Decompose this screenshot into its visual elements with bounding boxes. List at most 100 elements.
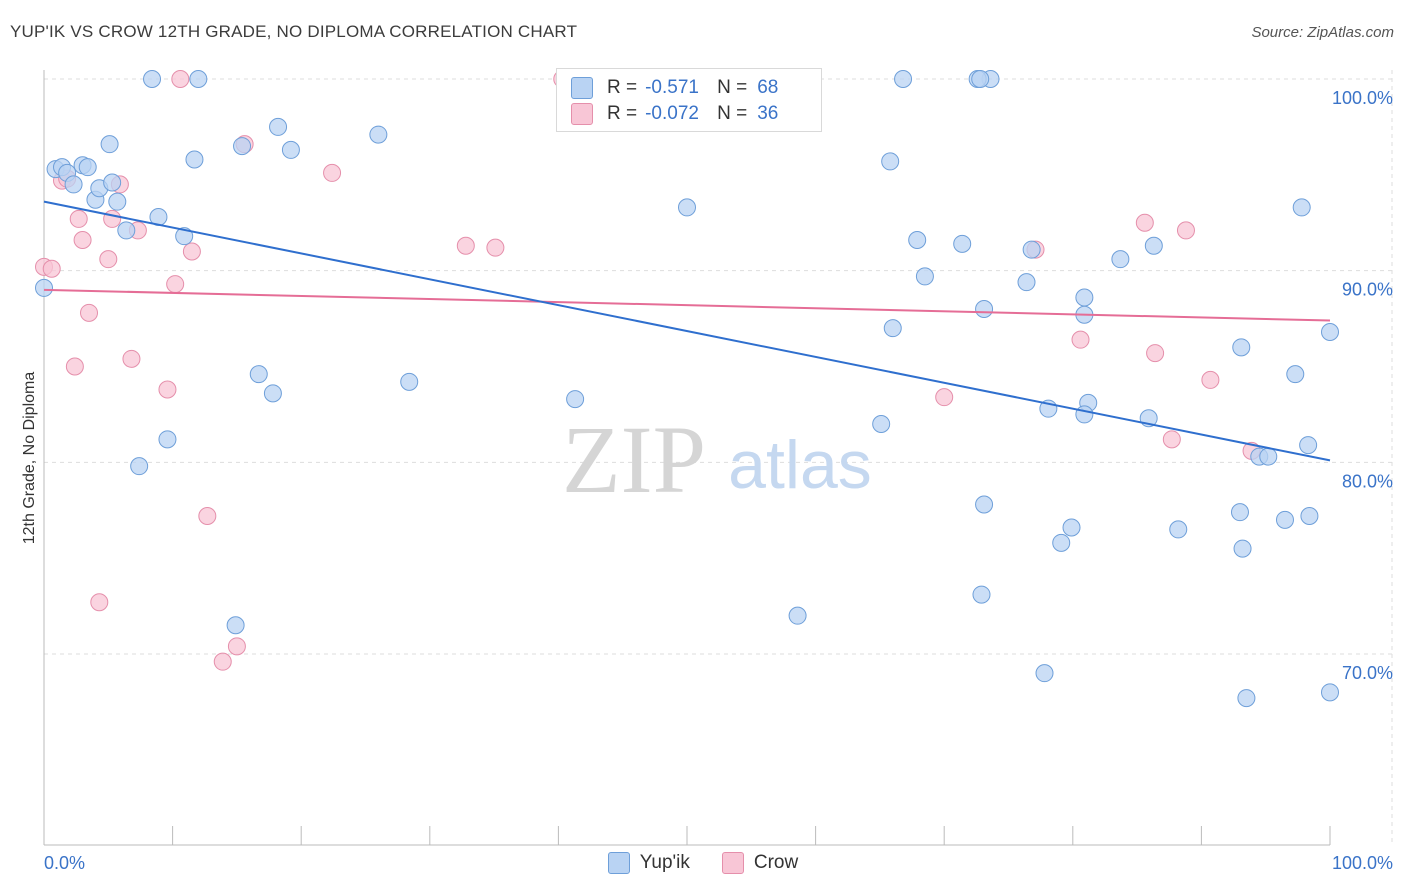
yupik-point <box>1052 533 1071 552</box>
legend-row-crow: R = -0.072 N = 36 <box>571 101 778 127</box>
yupik-point <box>883 319 902 338</box>
crow-point <box>166 275 185 294</box>
crow-legend-swatch <box>721 852 744 874</box>
stats-legend: R = -0.571 N = 68 R = -0.072 N = 36 <box>556 68 822 132</box>
yupik-point <box>78 158 97 177</box>
crow-point <box>456 236 475 255</box>
crow-point <box>103 209 122 228</box>
yupik-point <box>158 430 177 449</box>
crow-point <box>935 388 954 407</box>
r-label: R = <box>607 77 638 98</box>
yupik-point <box>369 125 388 144</box>
yupik-r-value: -0.571 <box>645 77 699 98</box>
crow-point <box>1162 430 1181 449</box>
yupik-point <box>1144 236 1163 255</box>
yupik-point <box>1169 520 1188 539</box>
yupik-point <box>566 390 585 409</box>
yupik-point <box>1321 323 1339 341</box>
crow-point <box>1135 213 1154 232</box>
yupik-point <box>1275 510 1294 529</box>
y-tick-label: 90.0% <box>1342 280 1393 300</box>
crow-point <box>486 238 505 257</box>
yupik-point <box>281 140 300 159</box>
legend-item-crow[interactable]: Crow <box>721 852 798 874</box>
yupik-point <box>189 70 208 88</box>
yupik-point <box>881 152 900 171</box>
yupik-point <box>1230 503 1249 522</box>
yupik-point <box>1111 250 1130 269</box>
crow-point <box>158 380 177 399</box>
yupik-point <box>185 150 204 169</box>
yupik-n-value: 68 <box>757 77 779 98</box>
yupik-legend-swatch <box>607 852 630 874</box>
y-tick-label: 100.0% <box>1332 88 1393 108</box>
crow-point <box>80 303 99 322</box>
yupik-point <box>915 267 934 286</box>
watermark-atlas: atlas <box>728 427 872 503</box>
n-label: N = <box>717 103 748 124</box>
yupik-point <box>175 227 194 246</box>
yupik-point <box>1233 539 1252 558</box>
crow-point <box>42 259 61 278</box>
crow-point <box>1176 221 1195 240</box>
legend-item-yupik[interactable]: Yup'ik <box>607 852 690 874</box>
yupik-point <box>233 137 252 156</box>
yupik-point <box>894 70 913 88</box>
watermark-zip: ZIP <box>562 406 706 513</box>
yupik-point <box>1075 405 1094 424</box>
yupik-point <box>108 192 127 211</box>
crow-point <box>73 231 92 249</box>
x-tick-label: 100.0% <box>1332 853 1393 873</box>
yupik-point <box>975 495 994 514</box>
yupik-point <box>1232 338 1251 357</box>
yupik-point <box>117 221 136 240</box>
crow-point <box>171 70 190 88</box>
crow-series <box>35 70 1261 671</box>
x-tick-label: 0.0% <box>44 853 85 873</box>
yupik-point <box>103 173 122 192</box>
yupik-point <box>975 300 994 318</box>
crow-trend-line <box>43 288 1331 322</box>
grid <box>44 70 1393 845</box>
crow-point <box>227 637 246 656</box>
yupik-point <box>788 606 807 625</box>
crow-n-value: 36 <box>757 103 779 124</box>
chart-source: Source: ZipAtlas.com <box>1251 24 1394 41</box>
yupik-point <box>1237 689 1256 708</box>
crow-point <box>1201 370 1220 389</box>
y-tick-label: 70.0% <box>1342 663 1393 683</box>
yupik-point <box>64 175 83 194</box>
yupik-point <box>1017 273 1036 292</box>
yupik-point <box>1286 365 1305 384</box>
tick-labels: 70.0% 80.0% 90.0% 100.0% 0.0% 100.0% <box>44 88 1393 873</box>
crow-point <box>182 242 201 261</box>
yupik-point <box>1292 198 1311 217</box>
crow-point <box>323 163 342 182</box>
yupik-swatch <box>571 77 593 99</box>
crow-point <box>122 349 141 368</box>
crow-point <box>1071 330 1090 349</box>
yupik-point <box>1321 683 1339 702</box>
n-label: N = <box>717 77 748 98</box>
yupik-point <box>143 70 162 88</box>
watermark: ZIP atlas <box>562 406 872 513</box>
yupik-trend-line <box>43 200 1331 462</box>
crow-point <box>213 652 232 671</box>
yupik-point <box>1299 436 1318 455</box>
y-tick-label: 80.0% <box>1342 471 1393 491</box>
axes <box>43 70 1331 846</box>
r-label: R = <box>607 103 638 124</box>
yupik-point <box>263 384 282 403</box>
yupik-point <box>1075 288 1094 307</box>
yupik-point <box>678 198 696 217</box>
crow-r-value: -0.072 <box>645 103 699 124</box>
yupik-point <box>1035 664 1054 683</box>
yupik-point <box>249 365 268 384</box>
crow-point <box>1146 344 1165 363</box>
yupik-point <box>971 70 990 88</box>
yupik-point <box>953 234 972 253</box>
chart-title: YUP'IK VS CROW 12TH GRADE, NO DIPLOMA CO… <box>10 22 578 41</box>
yupik-point <box>130 457 149 476</box>
crow-point <box>99 250 118 269</box>
